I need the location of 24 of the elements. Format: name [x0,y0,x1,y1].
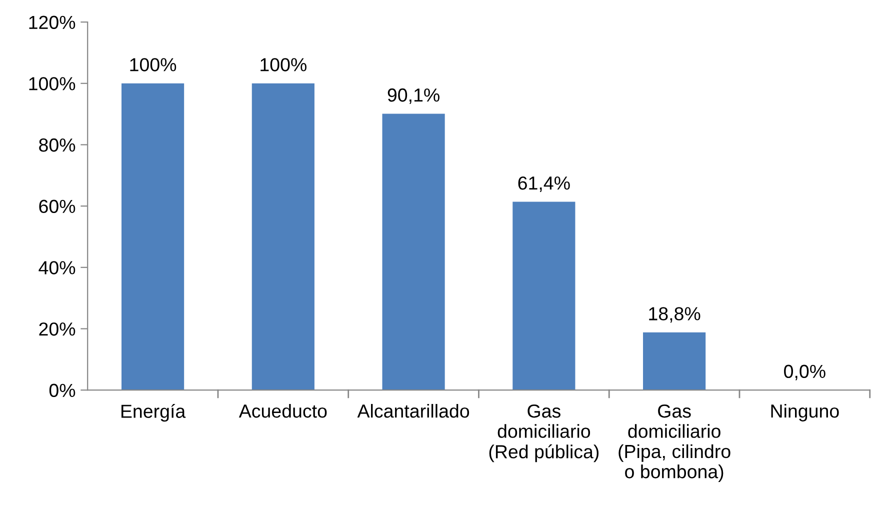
y-tick-label: 100% [29,77,76,90]
x-tick-label: Alcantarillado [357,404,470,418]
y-tick-label: 0% [49,384,76,398]
bar [252,83,314,390]
y-tick-label: 40% [38,261,76,274]
x-tick-label: Ninguno [771,404,839,422]
bar [512,202,576,390]
data-label: 100% [130,58,176,72]
x-tick-label: Gas domiciliario (Red pública) [489,404,599,462]
y-tick-label: 80% [39,138,76,152]
bar [643,332,706,390]
bar [122,83,184,390]
data-label: 100% [260,58,306,72]
x-tick-label: Energía [121,404,186,422]
x-tick-label: Acueducto [238,404,327,418]
data-label: 18,8% [649,307,700,323]
data-label: 90,1% [388,88,440,104]
y-tick-label: 20% [39,322,76,336]
data-label: 61,4% [518,176,570,192]
bar [382,114,445,390]
y-tick-label: 60% [39,200,76,214]
y-tick-label: 120% [29,16,76,30]
x-tick-label: Gas domiciliario (Pipa, cilindro o bombona) [618,404,730,482]
data-label: 0,0% [784,364,826,380]
